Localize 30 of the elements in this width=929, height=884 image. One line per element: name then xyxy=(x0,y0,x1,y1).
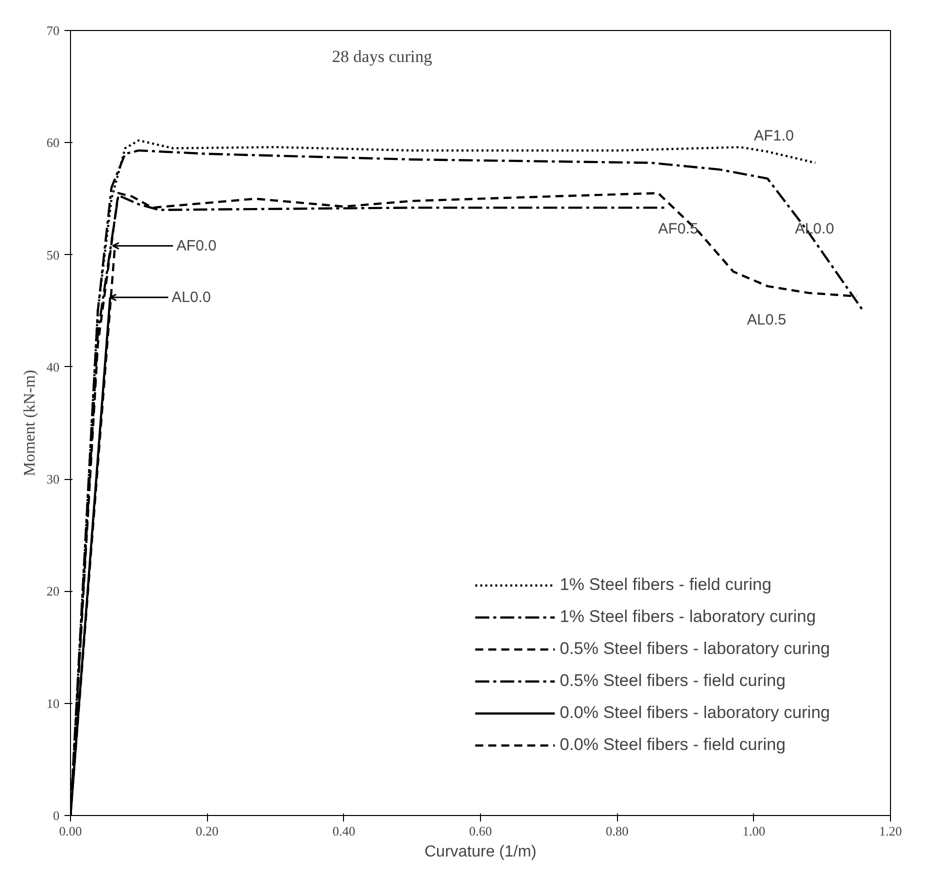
x-axis-title: Curvature (1/m) xyxy=(424,844,537,860)
x-tick-label: 1.20 xyxy=(879,824,902,838)
y-tick-label: 20 xyxy=(46,584,60,599)
annotation: AF1.0 xyxy=(754,127,794,144)
y-tick-label: 40 xyxy=(46,359,60,374)
annotation: AL0.0 xyxy=(172,288,211,306)
annotation: AL0.0 xyxy=(794,220,834,238)
legend-label: 1% Steel fibers - laboratory curing xyxy=(560,607,816,627)
x-tick-label: 1.00 xyxy=(742,824,766,838)
annotation: AF0.0 xyxy=(176,237,216,254)
x-tick-label: 0.40 xyxy=(332,824,356,838)
legend-label: 0.0% Steel fibers - field curing xyxy=(560,735,786,755)
x-tick-label: 0.00 xyxy=(59,824,82,838)
x-tick-label: 0.20 xyxy=(196,824,219,838)
x-tick-label: 0.80 xyxy=(606,824,629,838)
y-tick-label: 10 xyxy=(46,696,60,711)
annotation: AL0.5 xyxy=(747,311,786,328)
y-axis-title: Moment (kN-m) xyxy=(22,370,38,476)
y-tick-label: 0 xyxy=(53,808,60,823)
x-tick-label: 0.60 xyxy=(469,824,492,838)
legend-label: 0.5% Steel fibers - laboratory curing xyxy=(560,639,830,659)
y-tick-label: 60 xyxy=(46,135,60,150)
y-tick-label: 70 xyxy=(46,23,60,38)
text: 28 days curing xyxy=(332,46,433,66)
legend-label: 1% Steel fibers - field curing xyxy=(560,575,772,595)
annotation: AF0.5 xyxy=(658,220,698,238)
legend-label: 0.0% Steel fibers - laboratory curing xyxy=(560,703,830,723)
legend-label: 0.5% Steel fibers - field curing xyxy=(560,671,786,691)
y-tick-label: 30 xyxy=(46,472,60,487)
y-tick-label: 50 xyxy=(46,247,60,262)
